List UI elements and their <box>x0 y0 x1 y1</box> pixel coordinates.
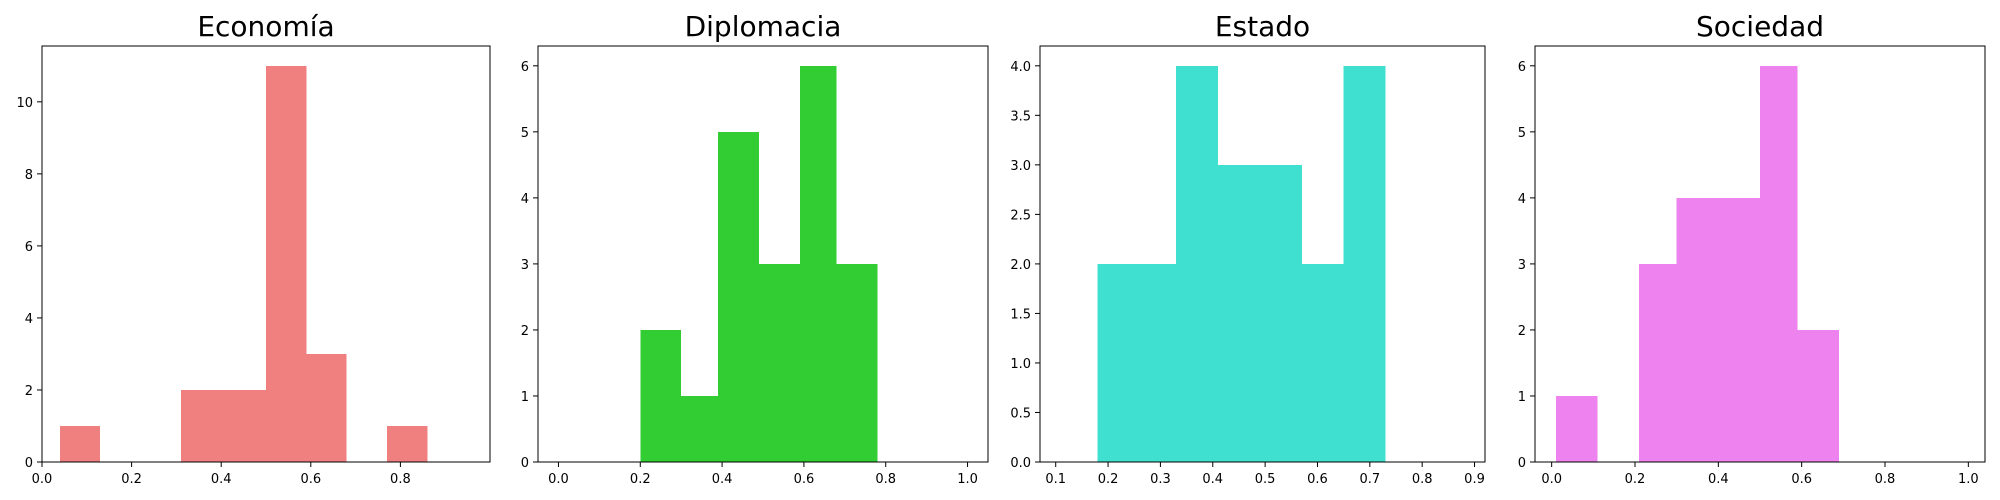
x-tick-label: 0.6 <box>1307 472 1328 487</box>
histogram-bar-3 <box>1176 65 1218 463</box>
histogram-bar-6 <box>266 65 307 463</box>
x-tick-label: 0.1 <box>1045 472 1066 487</box>
y-tick-label: 3.5 <box>1010 109 1031 124</box>
chart-title: Sociedad <box>1696 10 1824 43</box>
y-tick-label: 2 <box>521 324 529 339</box>
y-tick-label: 0 <box>1518 456 1526 471</box>
y-tick-label: 0 <box>25 456 33 471</box>
histogram-bar-2 <box>681 395 718 462</box>
histogram-bar-5 <box>1718 197 1760 462</box>
histogram-bar-4 <box>180 389 222 462</box>
y-tick-label: 4 <box>521 192 529 207</box>
histogram-bar-4 <box>1218 164 1260 462</box>
histogram-bar-6 <box>836 263 878 462</box>
x-tick-label: 0.2 <box>630 472 651 487</box>
x-tick-label: 0.8 <box>1412 472 1433 487</box>
y-tick-label: 6 <box>25 240 33 255</box>
x-tick-label: 0.7 <box>1359 472 1380 487</box>
x-tick-label: 0.8 <box>390 472 411 487</box>
x-tick-label: 1.0 <box>957 472 978 487</box>
histogram-bar-1 <box>59 425 101 462</box>
y-tick-label: 2.5 <box>1010 208 1031 223</box>
x-tick-label: 0.4 <box>1202 472 1223 487</box>
plot-frame <box>1534 45 1986 463</box>
chart-panel-3: Estado 0.1 0.2 0.3 0.4 0.5 0.6 0.7 0.8 0.9 0.0 0.5 1… <box>1010 10 1486 487</box>
x-tick-label: 0.6 <box>794 472 815 487</box>
x-tick-label: 0.8 <box>1875 472 1896 487</box>
y-tick-label: 6 <box>521 60 529 75</box>
y-tick-label: 4.0 <box>1010 60 1031 75</box>
y-tick-label: 6 <box>1518 60 1526 75</box>
histogram-bar-3 <box>1639 263 1677 462</box>
y-tick-label: 1.5 <box>1010 307 1031 322</box>
y-tick-label: 5 <box>1518 126 1526 141</box>
histogram-bar-7 <box>1797 329 1840 462</box>
y-tick-label: 10 <box>16 96 33 111</box>
x-tick-label: 0.5 <box>1255 472 1276 487</box>
y-tick-label: 2 <box>25 384 33 399</box>
y-tick-label: 0 <box>521 456 529 471</box>
x-tick-label: 0.4 <box>1708 472 1729 487</box>
histogram-bar-4 <box>758 263 800 462</box>
x-tick-label: 0.4 <box>712 472 733 487</box>
plot-frame <box>1039 45 1486 463</box>
y-tick-label: 3.0 <box>1010 159 1031 174</box>
y-tick-label: 1.0 <box>1010 357 1031 372</box>
y-tick-label: 2 <box>1518 324 1526 339</box>
x-tick-label: 0.2 <box>1098 472 1119 487</box>
histogram-bar-9 <box>386 425 428 462</box>
histogram-bar-7 <box>306 353 347 462</box>
y-tick-label: 1 <box>521 390 529 405</box>
x-tick-label: 0.8 <box>875 472 896 487</box>
x-tick-label: 0.0 <box>1541 472 1562 487</box>
y-tick-label: 1 <box>1518 390 1526 405</box>
chart-panel-2: Diplomacia 0.0 0.2 0.4 0.6 0.8 1.0 0 1 2 3 4 5 6 <box>521 10 989 487</box>
histogram-bar-1 <box>1097 263 1140 462</box>
chart-title: Economía <box>197 10 334 43</box>
histogram-bar-7 <box>1343 65 1386 463</box>
y-tick-label: 4 <box>1518 192 1526 207</box>
x-tick-label: 0.4 <box>211 472 232 487</box>
histogram-bar-3 <box>718 131 759 463</box>
chart-panel-4: Sociedad 0.0 0.2 0.4 0.6 0.8 1.0 0 1 2 3 4 5 6 <box>1518 10 1986 487</box>
histogram-bar-5 <box>221 389 266 462</box>
x-tick-label: 0.6 <box>1791 472 1812 487</box>
x-tick-label: 0.2 <box>121 472 142 487</box>
y-tick-label: 0.5 <box>1010 406 1031 421</box>
plot-frame <box>41 45 491 463</box>
histogram-bar-6 <box>1301 263 1344 462</box>
x-tick-label: 1.0 <box>1958 472 1979 487</box>
y-tick-label: 8 <box>25 168 33 183</box>
chart-panel-1: Economía 0.0 0.2 0.4 0.6 0.8 0 2 4 6 8 10 <box>16 10 491 487</box>
x-tick-label: 0.0 <box>32 472 53 487</box>
x-tick-label: 0.0 <box>548 472 569 487</box>
y-tick-label: 3 <box>521 258 529 273</box>
x-tick-label: 0.3 <box>1150 472 1171 487</box>
y-tick-label: 3 <box>1518 258 1526 273</box>
x-tick-label: 0.2 <box>1625 472 1646 487</box>
histogram-bar-1 <box>1555 395 1598 462</box>
x-tick-label: 0.9 <box>1464 472 1485 487</box>
y-tick-label: 0.0 <box>1010 456 1031 471</box>
y-tick-label: 5 <box>521 126 529 141</box>
plot-frame <box>537 45 989 463</box>
histogram-bar-1 <box>640 329 682 462</box>
histogram-bar-5 <box>799 65 837 463</box>
histogram-bar-6 <box>1760 65 1798 463</box>
histogram-bar-4 <box>1676 197 1719 462</box>
histogram-bar-5 <box>1259 164 1302 462</box>
histogram-bar-2 <box>1139 263 1177 462</box>
y-tick-label: 4 <box>25 312 33 327</box>
y-tick-label: 2.0 <box>1010 258 1031 273</box>
chart-title: Estado <box>1215 10 1310 43</box>
chart-title: Diplomacia <box>685 10 842 43</box>
x-tick-label: 0.6 <box>300 472 321 487</box>
